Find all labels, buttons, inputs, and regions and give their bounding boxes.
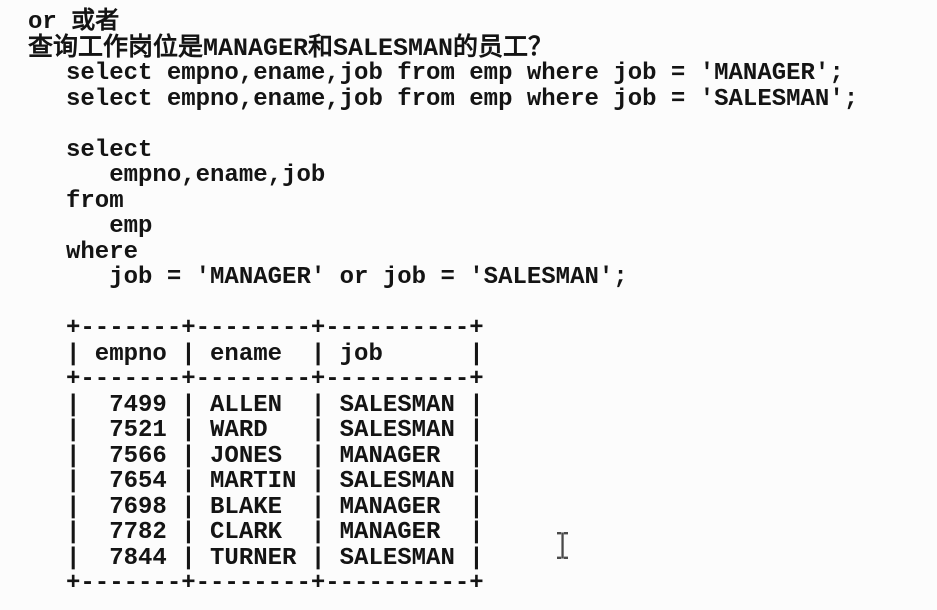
- inline-sql-queries: select empno,ename,job from emp where jo…: [66, 60, 859, 113]
- query-result-table: +-------+--------+----------+ | empno | …: [66, 315, 484, 597]
- ibeam-cursor-icon: [556, 532, 569, 559]
- combined-sql-query: select empno,ename,job from emp where jo…: [66, 136, 628, 291]
- sql-notes-document[interactable]: or 或者 查询工作岗位是MANAGER和SALESMAN的员工？ select…: [28, 10, 858, 597]
- or-keyword-line: or 或者: [28, 9, 120, 36]
- question-heading: 查询工作岗位是MANAGER和SALESMAN的员工？: [28, 33, 554, 63]
